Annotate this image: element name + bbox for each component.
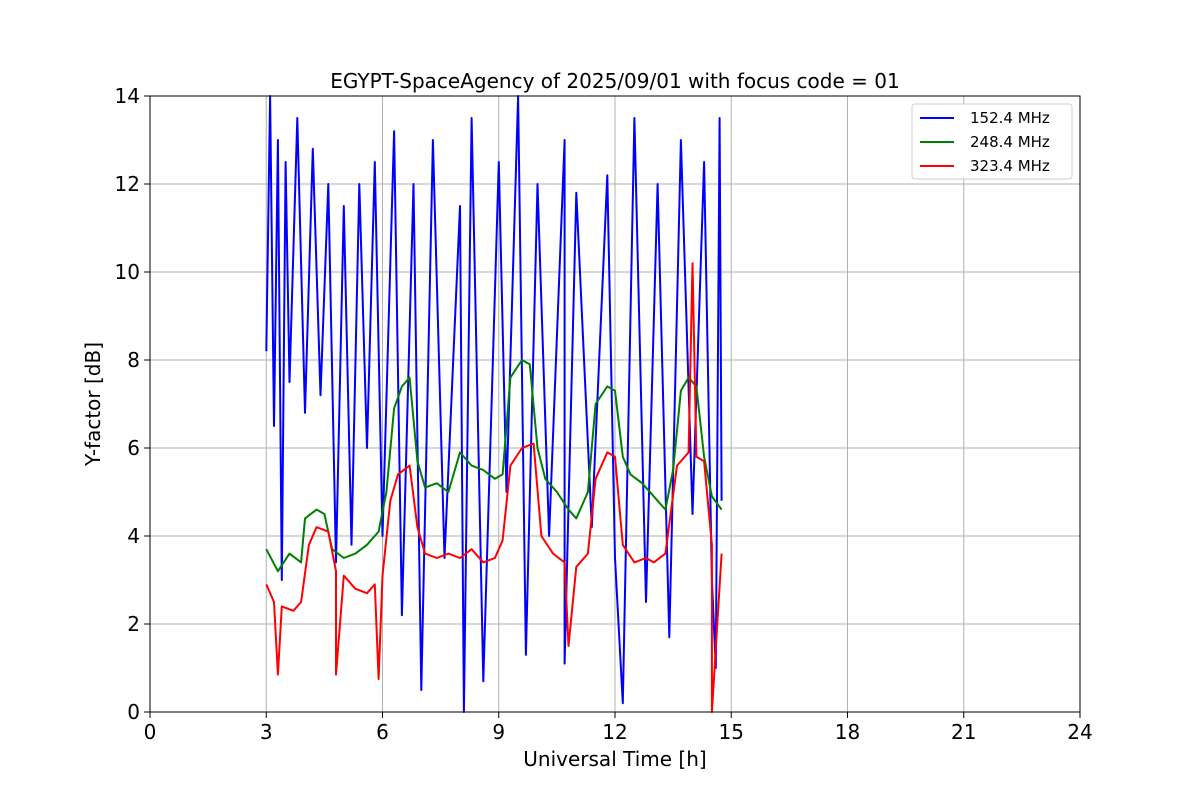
x-tick-label: 12 <box>602 720 627 744</box>
y-tick-label: 12 <box>115 172 140 196</box>
legend-box <box>911 103 1073 180</box>
series-line <box>265 359 723 573</box>
chart-title: EGYPT-SpaceAgency of 2025/09/01 with foc… <box>330 69 899 93</box>
x-axis-label: Universal Time [h] <box>523 747 706 771</box>
y-tick-label: 6 <box>127 436 140 460</box>
legend-entry-label: 323.4 MHz <box>970 157 1050 175</box>
x-tick-label: 18 <box>835 720 860 744</box>
x-axis-ticks: 0 3 6 9 12 15 18 21 24 <box>144 712 1093 744</box>
y-axis-label: Y-factor [dB] <box>81 342 105 467</box>
series-line <box>265 262 723 713</box>
legend-entry-label: 152.4 MHz <box>970 109 1050 127</box>
y-tick-label: 2 <box>127 612 140 636</box>
legend-entry-label: 248.4 MHz <box>970 133 1050 151</box>
x-tick-label: 3 <box>260 720 273 744</box>
x-tick-label: 21 <box>951 720 976 744</box>
x-tick-label: 0 <box>144 720 157 744</box>
legend: 152.4 MHz 248.4 MHz 323.4 MHz <box>911 103 1073 180</box>
y-tick-label: 8 <box>127 348 140 372</box>
y-tick-label: 14 <box>115 84 140 108</box>
x-tick-label: 6 <box>376 720 389 744</box>
y-tick-label: 0 <box>127 700 140 724</box>
x-tick-label: 9 <box>492 720 505 744</box>
x-tick-label: 24 <box>1067 720 1092 744</box>
x-tick-label: 15 <box>719 720 744 744</box>
y-axis-ticks: 0 2 4 6 8 10 12 14 <box>115 84 150 724</box>
y-tick-label: 4 <box>127 524 140 548</box>
y-tick-label: 10 <box>115 260 140 284</box>
